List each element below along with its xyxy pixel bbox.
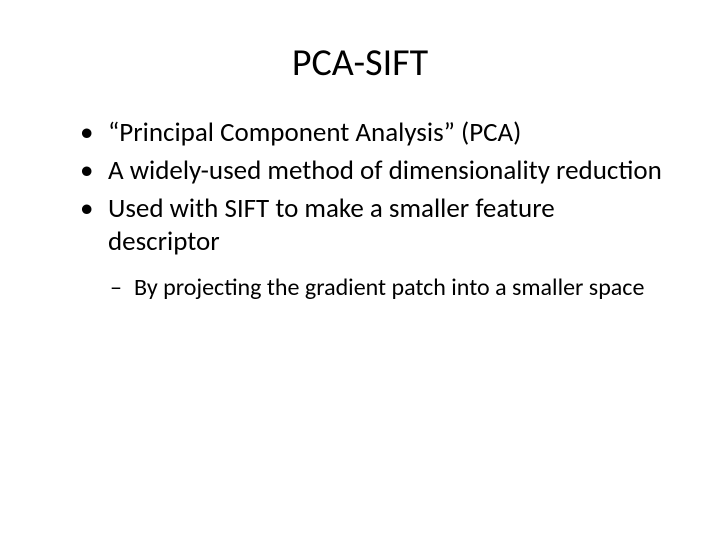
sub-bullet-list: By projecting the gradient patch into a …: [50, 273, 670, 303]
bullet-item: “Principal Component Analysis” (PCA): [80, 116, 670, 150]
sub-bullet-item: By projecting the gradient patch into a …: [110, 273, 670, 303]
bullet-list: “Principal Component Analysis” (PCA) A w…: [50, 116, 670, 259]
slide-container: PCA-SIFT “Principal Component Analysis” …: [0, 0, 720, 540]
slide-title: PCA-SIFT: [50, 40, 670, 86]
bullet-item: Used with SIFT to make a smaller feature…: [80, 192, 670, 260]
bullet-item: A widely-used method of dimensionality r…: [80, 154, 670, 188]
